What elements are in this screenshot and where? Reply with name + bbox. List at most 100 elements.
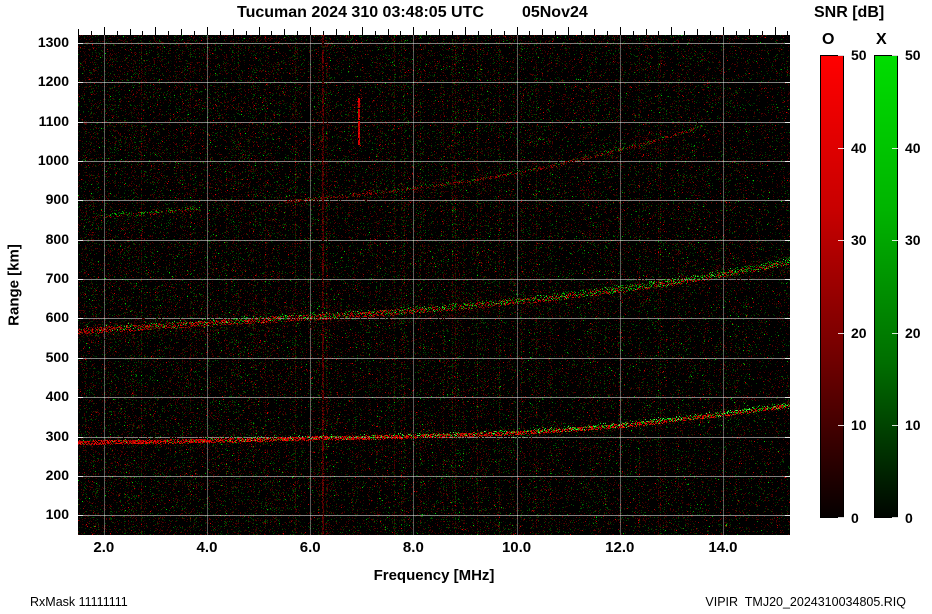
colorbar-tick-label: 20 <box>851 324 867 341</box>
colorbar-tick <box>838 425 844 427</box>
x-axis-minor-tick <box>258 27 260 35</box>
x-axis-minor-tick <box>452 31 454 35</box>
x-axis-minor-tick <box>271 31 273 35</box>
x-axis-minor-tick <box>194 31 196 35</box>
x-tick-label: 14.0 <box>708 539 738 556</box>
colorbar-tick <box>892 517 898 518</box>
x-axis-minor-tick <box>632 31 634 35</box>
x-axis-minor-tick <box>142 31 144 35</box>
x-axis-minor-tick <box>684 31 686 35</box>
colorbar-tick-label: 10 <box>905 417 921 434</box>
colorbar-tick <box>892 332 898 334</box>
colorbar-tick <box>892 55 898 56</box>
page-title: Tucuman 2024 310 03:48:05 UTC <box>237 4 484 21</box>
colorbar-tick-label: 10 <box>851 417 867 434</box>
x-axis-minor-tick <box>426 31 428 35</box>
x-axis-minor-tick <box>335 29 337 35</box>
x-colorbar-gradient <box>874 55 898 518</box>
x-axis-minor-tick <box>477 31 479 35</box>
x-axis-minor-tick <box>103 27 105 35</box>
y-tick-label: 800 <box>45 230 69 247</box>
x-tick-label: 12.0 <box>605 539 635 556</box>
x-axis-minor-tick <box>284 29 286 35</box>
colorbar-tick <box>838 240 844 242</box>
x-tick-label: 4.0 <box>196 539 218 556</box>
x-axis-minor-tick <box>787 31 789 35</box>
colorbar-tick-label: 30 <box>851 232 867 249</box>
x-axis-minor-tick <box>219 31 221 35</box>
x-axis-minor-tick <box>400 31 402 35</box>
y-tick-label: 900 <box>45 191 69 208</box>
x-axis-minor-tick <box>374 31 376 35</box>
y-tick-label: 300 <box>45 427 69 444</box>
colorbar-tick-label: 30 <box>905 232 921 249</box>
x-axis-minor-tick <box>116 31 118 35</box>
colorbar-tick-label: 40 <box>851 139 867 156</box>
x-axis-minor-tick <box>697 29 699 35</box>
x-axis-top-ticks <box>78 26 790 35</box>
x-axis-minor-tick <box>464 27 466 35</box>
x-polarization-label: X <box>876 31 887 48</box>
x-axis-minor-tick <box>671 27 673 35</box>
x-axis-minor-tick <box>658 31 660 35</box>
x-axis-minor-tick <box>78 29 79 35</box>
x-axis-minor-tick <box>323 31 325 35</box>
x-axis-minor-tick <box>581 31 583 35</box>
colorbar-tick-label: 50 <box>851 47 867 63</box>
colorbar-tick-label: 40 <box>905 139 921 156</box>
source-file-label: VIPIR TMJ20_2024310034805.RIQ <box>705 595 906 609</box>
x-axis-minor-tick <box>232 29 234 35</box>
x-axis-minor-tick <box>439 29 441 35</box>
x-axis-minor-tick <box>568 27 570 35</box>
y-tick-label: 1200 <box>37 73 69 90</box>
x-colorbar: X 0 10 20 30 40 50 <box>874 31 932 531</box>
colorbar-tick <box>838 55 844 56</box>
x-axis-minor-tick <box>348 31 350 35</box>
x-axis-minor-tick <box>206 27 208 35</box>
x-axis-minor-tick <box>413 27 415 35</box>
colorbar-tick <box>892 147 898 149</box>
x-tick-label: 8.0 <box>402 539 424 556</box>
x-axis-minor-tick <box>297 31 299 35</box>
header: Tucuman 2024 310 03:48:05 UTC 05Nov24 <box>237 4 588 22</box>
colorbar-tick-label: 20 <box>905 324 921 341</box>
x-axis-minor-tick <box>722 27 724 35</box>
colorbar-tick <box>892 425 898 427</box>
ionogram-plot <box>78 35 790 535</box>
x-axis-minor-tick <box>503 31 505 35</box>
y-tick-label: 1100 <box>38 112 69 129</box>
x-axis-minor-tick <box>155 27 157 35</box>
colorbar-tick-label: 0 <box>851 510 859 526</box>
y-tick-label: 700 <box>45 270 69 287</box>
x-axis-minor-tick <box>168 31 170 35</box>
x-axis-title: Frequency [MHz] <box>373 567 495 584</box>
x-axis-minor-tick <box>710 31 712 35</box>
x-tick-label: 6.0 <box>299 539 321 556</box>
colorbar-tick <box>838 332 844 334</box>
x-axis-minor-tick <box>645 29 647 35</box>
rxmask-label: RxMask 11111111 <box>30 595 128 609</box>
x-axis-minor-tick <box>90 31 92 35</box>
y-tick-label: 1000 <box>37 151 69 168</box>
x-axis-minor-tick <box>245 31 247 35</box>
x-axis-minor-tick <box>181 29 183 35</box>
o-colorbar: O 0 10 20 30 40 50 <box>820 31 882 531</box>
x-axis-minor-tick <box>310 27 312 35</box>
colorbar-tick-label: 0 <box>905 510 913 526</box>
x-axis-minor-tick <box>593 29 595 35</box>
o-colorbar-gradient <box>820 55 844 518</box>
x-axis-minor-tick <box>361 27 363 35</box>
y-axis-title: Range [km] <box>5 244 23 326</box>
x-tick-label: 10.0 <box>501 539 532 556</box>
y-tick-label: 500 <box>45 348 69 365</box>
x-axis-minor-tick <box>774 27 776 35</box>
y-tick-label: 600 <box>45 309 69 326</box>
colorbar-tick <box>838 517 844 518</box>
colorbar-title: SNR [dB] <box>814 4 885 21</box>
x-axis-minor-tick <box>529 31 531 35</box>
x-axis-minor-tick <box>606 31 608 35</box>
x-axis-minor-tick <box>555 31 557 35</box>
x-axis-minor-tick <box>761 31 763 35</box>
date-label: 05Nov24 <box>521 4 588 21</box>
